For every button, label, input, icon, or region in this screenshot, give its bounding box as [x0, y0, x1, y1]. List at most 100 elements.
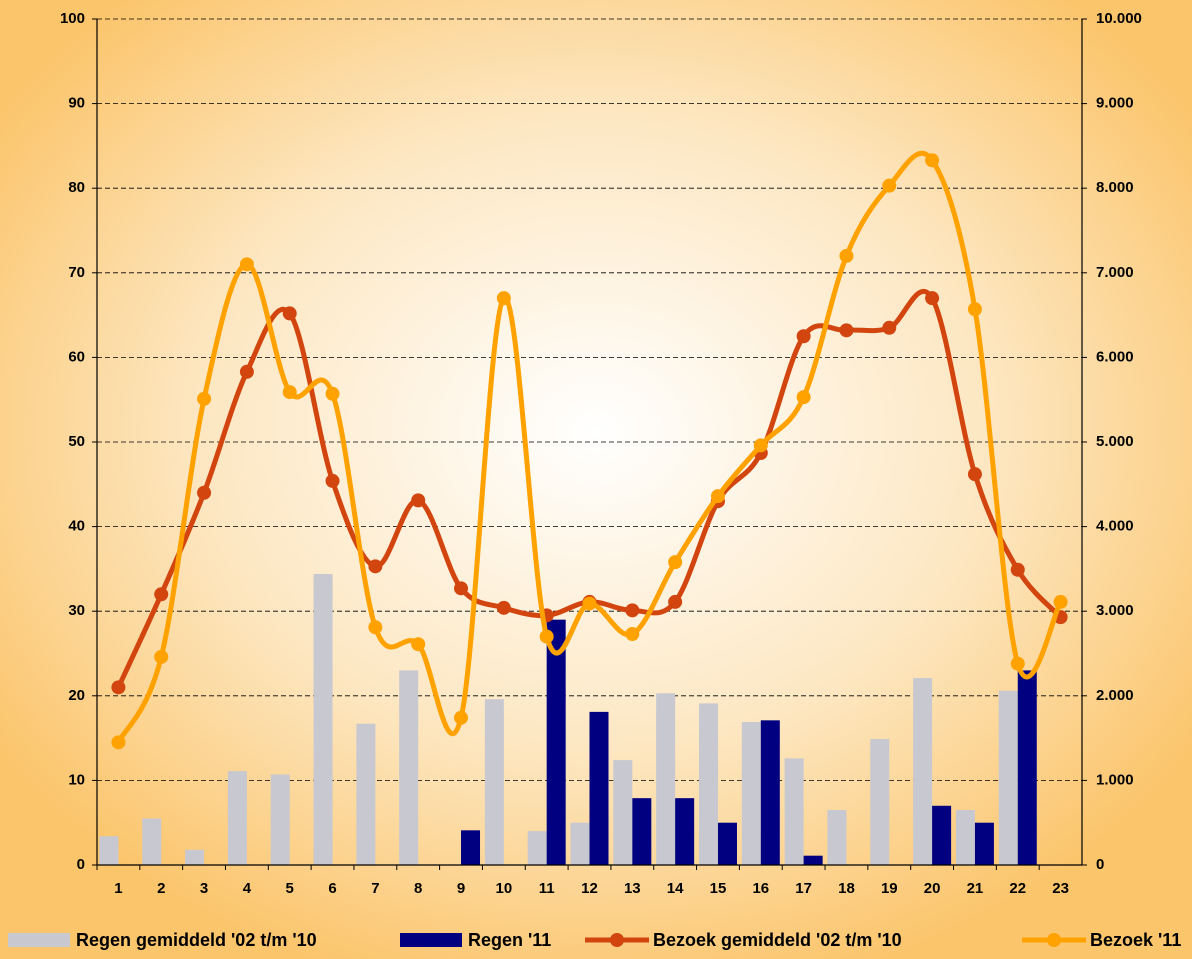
line-marker	[325, 386, 340, 401]
line-marker	[154, 649, 169, 664]
y2-tick-label: 7.000	[1096, 264, 1134, 281]
line-marker	[539, 629, 554, 644]
line-marker	[668, 555, 683, 570]
x-tick-label: 11	[539, 880, 555, 897]
y2-tick-label: 8.000	[1096, 179, 1134, 196]
line-marker	[925, 291, 940, 306]
x-tick-label: 9	[457, 880, 465, 897]
x-tick-label: 22	[1009, 880, 1026, 897]
x-tick-label: 14	[667, 880, 684, 897]
bar	[1017, 670, 1037, 865]
bar	[227, 771, 247, 865]
y-tick-label: 20	[68, 687, 85, 704]
y2-tick-label: 0	[1096, 856, 1104, 873]
y-tick-label: 90	[68, 95, 85, 112]
x-tick-label: 16	[752, 880, 769, 897]
line-marker	[925, 153, 940, 168]
x-tick-label: 3	[200, 880, 208, 897]
y-tick-label: 80	[68, 179, 85, 196]
bar	[399, 670, 419, 865]
line-marker	[197, 485, 212, 500]
legend-label: Regen gemiddeld '02 t/m '10	[76, 930, 317, 950]
bar	[484, 699, 504, 865]
bar	[803, 855, 823, 865]
line-marker	[368, 620, 383, 635]
line-marker	[967, 467, 982, 482]
line-marker	[882, 178, 897, 193]
x-tick-label: 12	[581, 880, 598, 897]
line-marker	[282, 306, 297, 321]
bar	[998, 690, 1018, 865]
line-marker	[239, 257, 254, 272]
y-tick-label: 100	[60, 10, 85, 27]
y2-tick-label: 2.000	[1096, 687, 1134, 704]
x-tick-label: 18	[838, 880, 855, 897]
y2-tick-label: 4.000	[1096, 518, 1134, 535]
x-tick-label: 21	[967, 880, 984, 897]
bar	[632, 798, 652, 865]
bar	[99, 836, 119, 865]
y2-tick-label: 5.000	[1096, 433, 1134, 450]
bar	[974, 822, 994, 865]
line-marker	[796, 390, 811, 405]
line-marker	[1010, 562, 1025, 577]
x-tick-label: 10	[496, 880, 513, 897]
line-marker	[239, 364, 254, 379]
bar	[932, 805, 952, 865]
line-marker	[796, 329, 811, 344]
bar	[185, 849, 205, 865]
line-marker	[496, 291, 511, 306]
bar	[760, 720, 780, 865]
legend-swatch	[1047, 933, 1061, 947]
line-marker	[582, 596, 597, 611]
line-marker	[282, 385, 297, 400]
line-marker	[710, 489, 725, 504]
line-marker	[454, 581, 469, 596]
line	[116, 288, 1063, 689]
line	[116, 150, 1063, 744]
x-tick-label: 6	[328, 880, 336, 897]
x-tick-label: 15	[710, 880, 727, 897]
bar	[270, 774, 290, 865]
legend-swatch	[610, 933, 624, 947]
x-tick-label: 23	[1052, 880, 1069, 897]
bar	[142, 818, 162, 865]
y-tick-label: 40	[68, 518, 85, 535]
bar	[717, 822, 737, 865]
bar	[827, 810, 847, 865]
bar	[656, 693, 676, 865]
legend-label: Bezoek '11	[1090, 930, 1181, 950]
x-tick-label: 8	[414, 880, 422, 897]
x-tick-label: 20	[924, 880, 941, 897]
line-marker	[454, 710, 469, 725]
x-tick-label: 17	[795, 880, 812, 897]
x-tick-label: 4	[243, 880, 252, 897]
bar	[546, 619, 566, 865]
line-marker	[839, 248, 854, 263]
line-marker	[882, 320, 897, 335]
y2-tick-label: 1.000	[1096, 771, 1134, 788]
y-tick-label: 70	[68, 264, 85, 281]
line-marker	[1010, 656, 1025, 671]
y2-tick-label: 3.000	[1096, 602, 1134, 619]
bar	[589, 711, 609, 865]
x-tick-label: 5	[286, 880, 294, 897]
bar	[313, 573, 333, 865]
x-tick-label: 19	[881, 880, 898, 897]
y-tick-label: 10	[68, 771, 85, 788]
bar	[356, 723, 376, 865]
line-marker	[1053, 594, 1068, 609]
bar	[613, 760, 633, 865]
line-marker	[625, 603, 640, 618]
legend-swatch	[8, 933, 70, 947]
legend-label: Bezoek gemiddeld '02 t/m '10	[653, 930, 902, 950]
bar	[570, 822, 590, 865]
line-marker	[111, 680, 126, 695]
line-marker	[967, 302, 982, 317]
line-marker	[496, 600, 511, 615]
x-tick-label: 7	[371, 880, 379, 897]
line-marker	[197, 391, 212, 406]
line-marker	[411, 493, 426, 508]
line-marker	[753, 438, 768, 453]
x-tick-label: 13	[624, 880, 641, 897]
